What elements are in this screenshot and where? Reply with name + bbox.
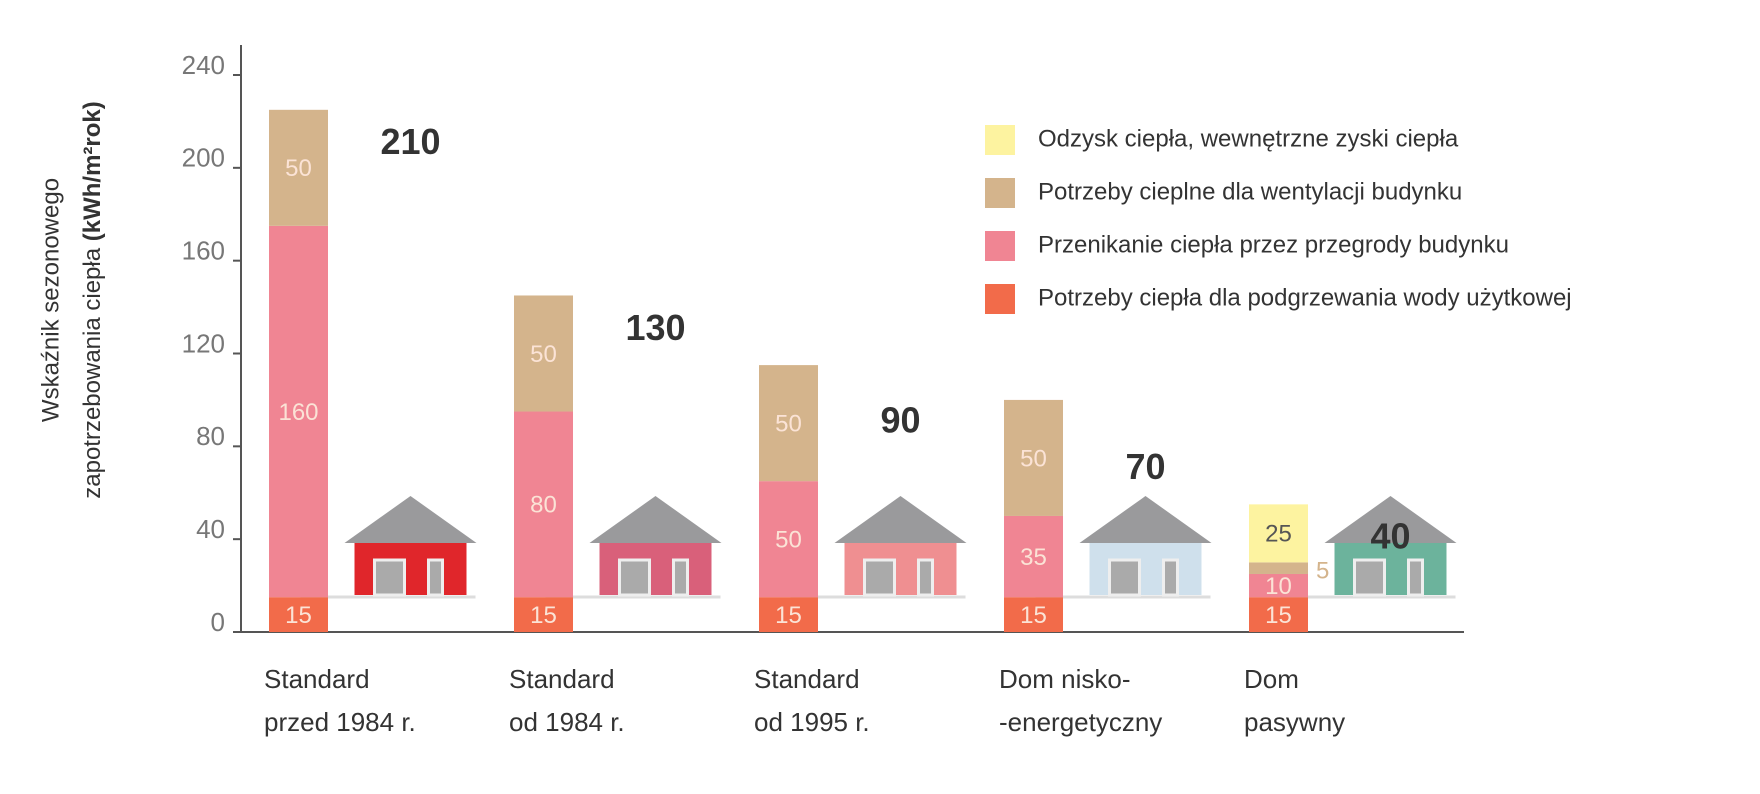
bar-segment: [1249, 573, 1308, 598]
segment-label: 80: [530, 492, 557, 519]
house: [545, 496, 722, 599]
y-tick-label: 240: [182, 50, 225, 80]
house-roof: [1324, 496, 1457, 543]
x-tick-label: Standard: [264, 664, 370, 694]
y-tick-label: 120: [182, 328, 225, 358]
house-roof: [1079, 496, 1212, 543]
segment-label: 10: [1265, 573, 1292, 600]
bar-segment: [1004, 597, 1063, 632]
segment-label: 15: [1020, 602, 1047, 629]
x-tick-label: Standard: [509, 664, 615, 694]
segment-label: 50: [285, 155, 312, 182]
house-roof: [344, 496, 477, 543]
segment-label: 50: [530, 341, 557, 368]
y-axis-label-part: zapotrzebowania ciepła: [79, 247, 106, 498]
y-axis-label: Wskaźnik sezonowego: [37, 178, 64, 422]
segment-label: 15: [530, 602, 557, 629]
y-tick-label: 160: [182, 236, 225, 266]
total-label: 70: [1125, 446, 1165, 487]
bar-segment: [1004, 399, 1063, 516]
segment-label: 50: [775, 410, 802, 437]
bar-segment: [1249, 504, 1308, 563]
legend-label: Przenikanie ciepła przez przegrody budyn…: [1038, 231, 1509, 258]
house-window: [1353, 558, 1386, 597]
y-axis-label-unit: (kWh/m²rok): [79, 101, 106, 241]
bar-segment: [1249, 562, 1308, 574]
bar-segment: [269, 225, 328, 598]
legend-label: Potrzeby cieplne dla wentylacji budynku: [1038, 178, 1462, 205]
x-tick-label: Dom: [1244, 664, 1299, 694]
house-body: [599, 543, 712, 595]
house-roof: [834, 496, 967, 543]
x-tick-label: -energetyczny: [999, 707, 1162, 737]
legend-label: Odzysk ciepła, wewnętrzne zyski ciepła: [1038, 125, 1459, 152]
legend-swatch: [985, 231, 1015, 261]
total-label: 210: [380, 121, 440, 162]
x-tick-label: Dom nisko-: [999, 664, 1130, 694]
bar-segment: [514, 597, 573, 632]
y-tick-label: 40: [196, 514, 225, 544]
house-window: [1108, 558, 1141, 597]
house-body: [354, 543, 467, 595]
bar-segment: [269, 597, 328, 632]
legend-swatch: [985, 178, 1015, 208]
segment-label: 35: [1020, 544, 1047, 571]
bar-segment: [514, 295, 573, 412]
y-tick-label: 0: [211, 607, 225, 637]
bar-segment: [269, 109, 328, 226]
x-tick-label: od 1984 r.: [509, 707, 625, 737]
segment-label: 50: [1020, 445, 1047, 472]
house-body: [1089, 543, 1202, 595]
total-label: 130: [625, 307, 685, 348]
house: [300, 496, 477, 599]
house-door: [427, 558, 444, 597]
y-tick-label: 80: [196, 421, 225, 451]
x-tick-label: Standard: [754, 664, 860, 694]
bar-segment: [514, 411, 573, 598]
bar-segment: [1249, 597, 1308, 632]
legend-swatch: [985, 125, 1015, 155]
y-tick-label: 200: [182, 143, 225, 173]
house-door: [672, 558, 689, 597]
segment-label: 5: [1316, 558, 1329, 585]
house-roof: [589, 496, 722, 543]
x-tick-label: przed 1984 r.: [264, 707, 416, 737]
bar-segment: [759, 597, 818, 632]
segment-label: 15: [1265, 602, 1292, 629]
segment-label: 15: [285, 602, 312, 629]
segment-label: 25: [1265, 521, 1292, 548]
legend-swatch: [985, 284, 1015, 314]
y-axis-label: zapotrzebowania ciepła (kWh/m²rok): [79, 101, 106, 499]
bar-segment: [1004, 515, 1063, 598]
segment-label: 160: [278, 399, 318, 426]
house: [1280, 496, 1457, 599]
house-window: [618, 558, 651, 597]
bar-segment: [759, 365, 818, 482]
house-door: [1162, 558, 1179, 597]
total-label: 40: [1370, 516, 1410, 557]
house-door: [917, 558, 934, 597]
total-label: 90: [880, 400, 920, 441]
house: [790, 496, 967, 599]
house-door: [1407, 558, 1424, 597]
bar-segment: [759, 481, 818, 598]
x-tick-label: pasywny: [1244, 707, 1345, 737]
segment-label: 50: [775, 527, 802, 554]
house-body: [844, 543, 957, 595]
legend-label: Potrzeby ciepła dla podgrzewania wody uż…: [1038, 284, 1572, 311]
house: [1035, 496, 1212, 599]
house-window: [863, 558, 896, 597]
house-window: [373, 558, 406, 597]
segment-label: 15: [775, 602, 802, 629]
x-tick-label: od 1995 r.: [754, 707, 870, 737]
